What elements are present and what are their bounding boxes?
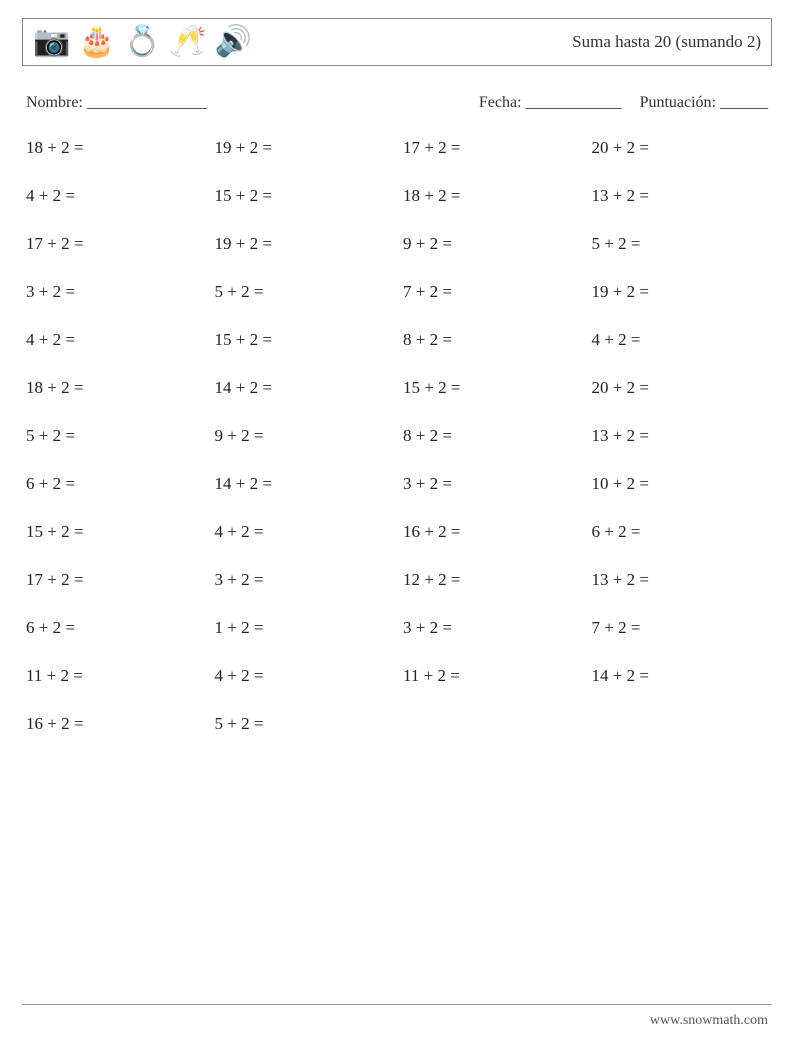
problem-cell: 5 + 2 = (215, 714, 392, 734)
glasses-icon: 🥂 (169, 27, 206, 57)
problem-cell: 14 + 2 = (215, 474, 392, 494)
problem-cell (592, 714, 769, 734)
problem-cell: 17 + 2 = (403, 138, 580, 158)
problem-cell: 13 + 2 = (592, 426, 769, 446)
problem-cell: 17 + 2 = (26, 234, 203, 254)
meta-row: Nombre: _______________ Fecha: _________… (26, 94, 768, 112)
problem-cell: 20 + 2 = (592, 378, 769, 398)
problem-cell: 3 + 2 = (403, 618, 580, 638)
problem-cell: 6 + 2 = (26, 474, 203, 494)
problem-cell: 7 + 2 = (592, 618, 769, 638)
problem-cell: 11 + 2 = (26, 666, 203, 686)
problem-cell: 6 + 2 = (26, 618, 203, 638)
problem-cell: 5 + 2 = (592, 234, 769, 254)
header-icons: 📷 🎂 💍 🥂 🔊 (33, 27, 252, 57)
problem-cell: 6 + 2 = (592, 522, 769, 542)
problem-cell: 4 + 2 = (26, 186, 203, 206)
footer-url: www.snowmath.com (650, 1013, 768, 1029)
problem-cell (403, 714, 580, 734)
rings-icon: 💍 (124, 27, 161, 57)
problem-cell: 5 + 2 = (26, 426, 203, 446)
problem-cell: 19 + 2 = (592, 282, 769, 302)
problem-cell: 11 + 2 = (403, 666, 580, 686)
problem-cell: 9 + 2 = (403, 234, 580, 254)
problem-cell: 8 + 2 = (403, 330, 580, 350)
problem-cell: 18 + 2 = (403, 186, 580, 206)
problem-cell: 16 + 2 = (26, 714, 203, 734)
problem-cell: 1 + 2 = (215, 618, 392, 638)
name-label: Nombre: _______________ (26, 94, 479, 112)
problem-cell: 4 + 2 = (26, 330, 203, 350)
problem-cell: 4 + 2 = (592, 330, 769, 350)
cake-icon: 🎂 (78, 27, 115, 57)
problem-cell: 17 + 2 = (26, 570, 203, 590)
problem-cell: 15 + 2 = (215, 186, 392, 206)
footer-divider (22, 1004, 772, 1005)
problem-cell: 14 + 2 = (215, 378, 392, 398)
problem-cell: 13 + 2 = (592, 186, 769, 206)
problems-grid: 18 + 2 = 19 + 2 = 17 + 2 = 20 + 2 = 4 + 2 = 1… (22, 130, 772, 734)
problem-cell: 3 + 2 = (26, 282, 203, 302)
problem-cell: 15 + 2 = (403, 378, 580, 398)
problem-cell: 9 + 2 = (215, 426, 392, 446)
problem-cell: 8 + 2 = (403, 426, 580, 446)
problem-cell: 12 + 2 = (403, 570, 580, 590)
camera-icon: 📷 (33, 27, 70, 57)
problem-cell: 3 + 2 = (215, 570, 392, 590)
problem-cell: 15 + 2 = (215, 330, 392, 350)
problem-cell: 4 + 2 = (215, 522, 392, 542)
problem-cell: 14 + 2 = (592, 666, 769, 686)
score-label: Puntuación: ______ (640, 94, 768, 112)
date-label: Fecha: ____________ (479, 94, 622, 112)
speaker-icon: 🔊 (214, 27, 251, 57)
problem-cell: 13 + 2 = (592, 570, 769, 590)
problem-cell: 19 + 2 = (215, 138, 392, 158)
problem-cell: 4 + 2 = (215, 666, 392, 686)
problem-cell: 10 + 2 = (592, 474, 769, 494)
problem-cell: 3 + 2 = (403, 474, 580, 494)
problem-cell: 18 + 2 = (26, 138, 203, 158)
page-title: Suma hasta 20 (sumando 2) (572, 32, 761, 52)
problem-cell: 16 + 2 = (403, 522, 580, 542)
problem-cell: 5 + 2 = (215, 282, 392, 302)
problem-cell: 20 + 2 = (592, 138, 769, 158)
problem-cell: 7 + 2 = (403, 282, 580, 302)
header-box: 📷 🎂 💍 🥂 🔊 Suma hasta 20 (sumando 2) (22, 18, 772, 66)
problem-cell: 18 + 2 = (26, 378, 203, 398)
problem-cell: 19 + 2 = (215, 234, 392, 254)
problem-cell: 15 + 2 = (26, 522, 203, 542)
